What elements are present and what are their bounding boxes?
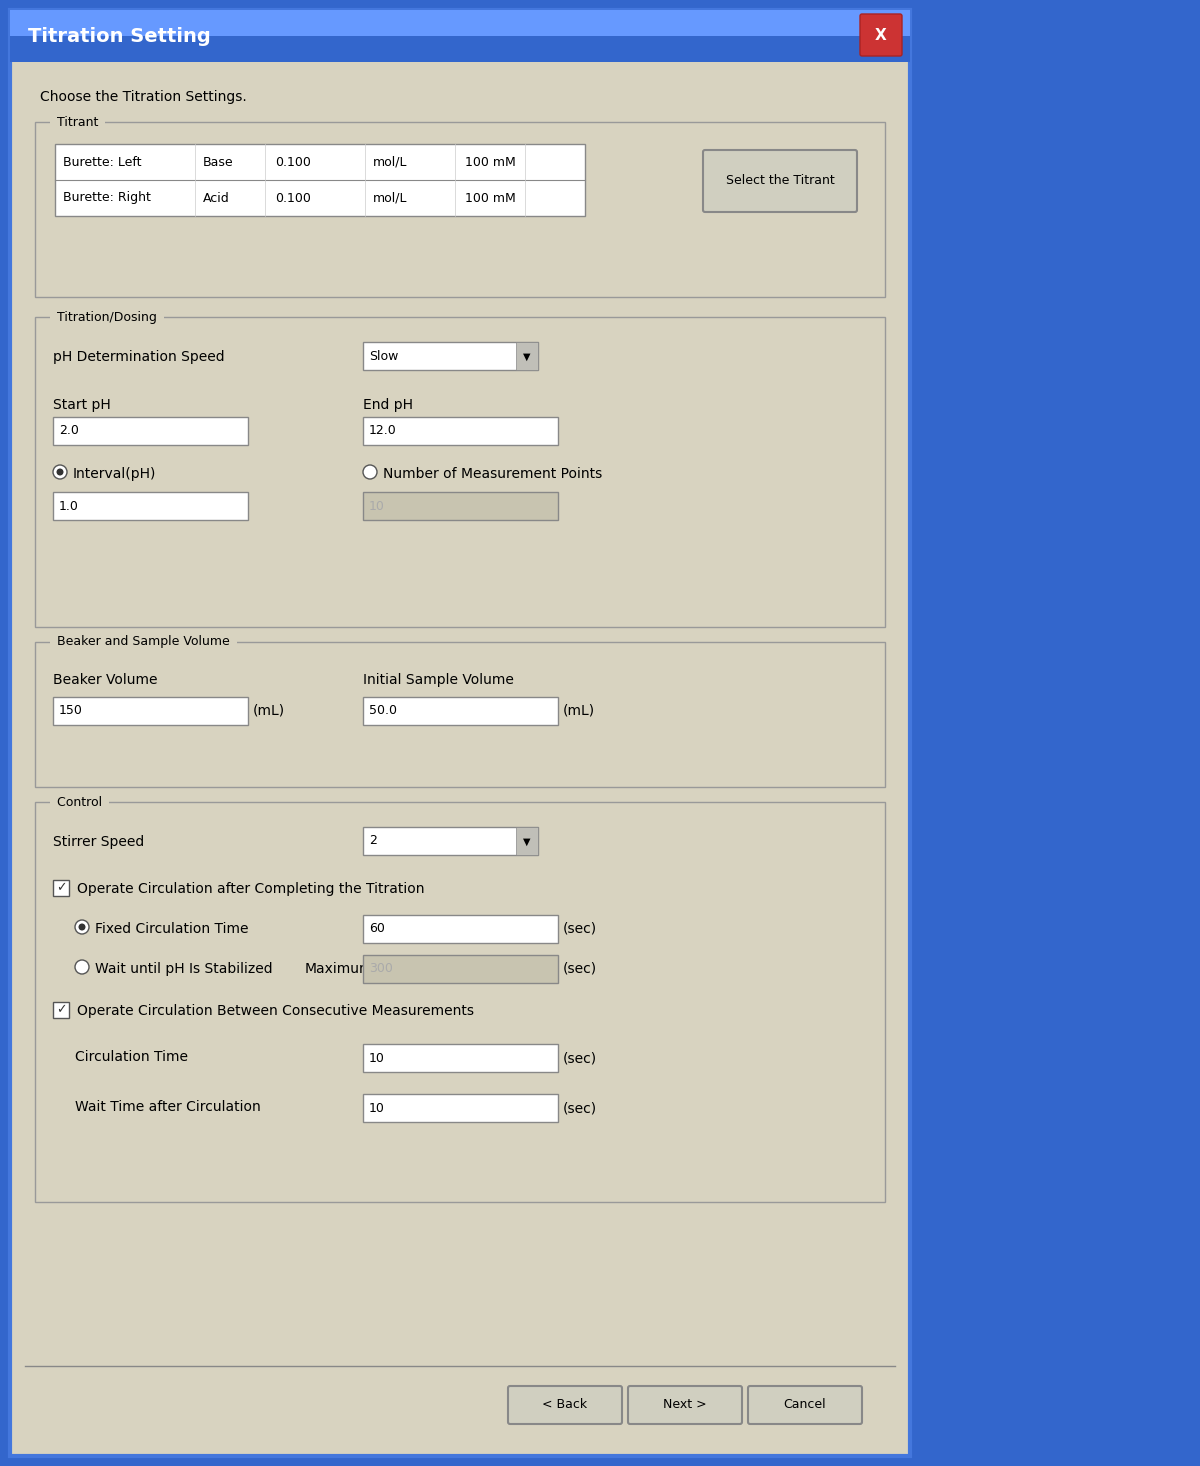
Text: 50.0: 50.0 (370, 705, 397, 717)
Circle shape (74, 960, 89, 973)
Text: Operate Circulation after Completing the Titration: Operate Circulation after Completing the… (77, 883, 425, 896)
Bar (364, 954, 558, 984)
Circle shape (74, 921, 89, 934)
Text: Circulation Time: Circulation Time (74, 1050, 188, 1064)
Text: Next >: Next > (664, 1399, 707, 1412)
Text: Beaker Volume: Beaker Volume (53, 673, 157, 688)
Bar (364, 915, 558, 943)
Bar (35, 317, 886, 627)
Text: ▼: ▼ (523, 837, 530, 847)
Text: (mL): (mL) (563, 704, 595, 718)
Text: Operate Circulation Between Consecutive Measurements: Operate Circulation Between Consecutive … (77, 1004, 474, 1017)
Text: 1.0: 1.0 (59, 500, 79, 513)
Text: 12.0: 12.0 (370, 425, 397, 437)
Circle shape (53, 465, 67, 479)
Bar (35, 642, 886, 787)
Circle shape (78, 924, 85, 931)
Text: Stirrer Speed: Stirrer Speed (53, 836, 144, 849)
Text: 0.100: 0.100 (275, 192, 311, 204)
FancyBboxPatch shape (628, 1385, 742, 1423)
Bar (364, 696, 558, 726)
Bar (53, 696, 248, 726)
Text: Acid: Acid (203, 192, 229, 204)
Text: (sec): (sec) (563, 962, 598, 976)
Text: 2.0: 2.0 (59, 425, 79, 437)
Text: Initial Sample Volume: Initial Sample Volume (364, 673, 514, 688)
Text: Start pH: Start pH (53, 397, 110, 412)
Text: Wait Time after Circulation: Wait Time after Circulation (74, 1100, 260, 1114)
FancyBboxPatch shape (508, 1385, 622, 1423)
Bar (55, 144, 586, 216)
Text: X: X (875, 28, 887, 43)
Text: ✓: ✓ (55, 1004, 66, 1016)
FancyBboxPatch shape (703, 150, 857, 213)
Bar (35, 122, 886, 298)
Text: Titration Setting: Titration Setting (28, 26, 211, 45)
Text: Titration/Dosing: Titration/Dosing (53, 311, 161, 324)
Text: Choose the Titration Settings.: Choose the Titration Settings. (40, 89, 247, 104)
Bar (516, 342, 538, 369)
Text: Maximum:: Maximum: (305, 962, 378, 976)
Text: 2: 2 (370, 834, 377, 847)
Text: 0.100: 0.100 (275, 155, 311, 169)
Text: ▼: ▼ (523, 352, 530, 362)
Bar (364, 1094, 558, 1121)
Text: pH Determination Speed: pH Determination Speed (53, 350, 224, 364)
Text: mol/L: mol/L (373, 192, 408, 204)
Text: Select the Titrant: Select the Titrant (726, 174, 834, 188)
Text: Titrant: Titrant (53, 116, 102, 129)
Text: End pH: End pH (364, 397, 413, 412)
Text: Cancel: Cancel (784, 1399, 827, 1412)
Bar (35, 802, 886, 1202)
Text: (mL): (mL) (253, 704, 286, 718)
Text: 60: 60 (370, 922, 385, 935)
Bar (364, 1044, 558, 1072)
Text: Interval(pH): Interval(pH) (73, 468, 156, 481)
Bar (364, 416, 558, 446)
Text: Burette: Right: Burette: Right (64, 192, 151, 204)
Text: Base: Base (203, 155, 234, 169)
Bar (53, 1001, 70, 1017)
Text: (sec): (sec) (563, 1051, 598, 1064)
Text: Slow: Slow (370, 349, 398, 362)
Text: 150: 150 (59, 705, 83, 717)
Bar (53, 493, 248, 520)
Text: Fixed Circulation Time: Fixed Circulation Time (95, 922, 248, 935)
FancyBboxPatch shape (10, 10, 910, 1456)
Bar (10, 37, 910, 62)
Bar (516, 827, 538, 855)
Text: ✓: ✓ (55, 881, 66, 894)
Text: 100 mM: 100 mM (466, 155, 516, 169)
Bar (10, 10, 910, 37)
Text: 10: 10 (370, 1101, 385, 1114)
Text: 300: 300 (370, 963, 392, 975)
Bar (364, 827, 538, 855)
Text: < Back: < Back (542, 1399, 588, 1412)
Bar (53, 416, 248, 446)
Bar (53, 880, 70, 896)
Text: Control: Control (53, 796, 106, 809)
FancyBboxPatch shape (860, 15, 902, 56)
Circle shape (56, 469, 64, 475)
Text: Burette: Left: Burette: Left (64, 155, 142, 169)
Text: Number of Measurement Points: Number of Measurement Points (383, 468, 602, 481)
Text: mol/L: mol/L (373, 155, 408, 169)
Bar (364, 493, 558, 520)
Text: 10: 10 (370, 1051, 385, 1064)
Text: 10: 10 (370, 500, 385, 513)
Text: Wait until pH Is Stabilized: Wait until pH Is Stabilized (95, 962, 272, 976)
Text: (sec): (sec) (563, 922, 598, 935)
Circle shape (364, 465, 377, 479)
Text: (sec): (sec) (563, 1101, 598, 1116)
FancyBboxPatch shape (748, 1385, 862, 1423)
Text: 100 mM: 100 mM (466, 192, 516, 204)
Text: Beaker and Sample Volume: Beaker and Sample Volume (53, 635, 234, 648)
Bar (364, 342, 538, 369)
